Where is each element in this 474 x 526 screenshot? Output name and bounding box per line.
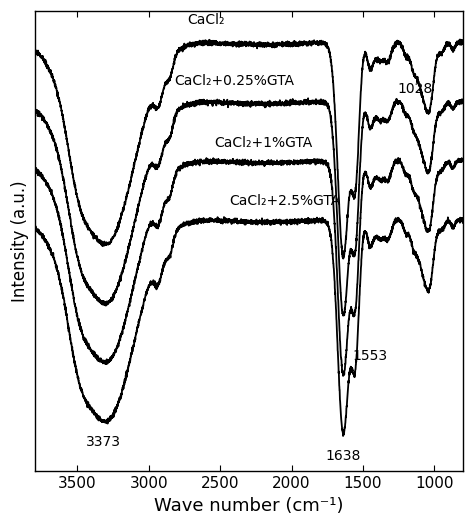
Text: 1028: 1028: [398, 82, 433, 96]
X-axis label: Wave number (cm⁻¹): Wave number (cm⁻¹): [154, 497, 344, 515]
Text: 3373: 3373: [86, 434, 121, 449]
Text: 1638: 1638: [326, 449, 361, 463]
Text: CaCl₂+0.25%GTA: CaCl₂+0.25%GTA: [174, 74, 294, 88]
Text: CaCl₂+2.5%GTA: CaCl₂+2.5%GTA: [229, 194, 340, 208]
Text: CaCl₂: CaCl₂: [187, 13, 225, 27]
Text: 1553: 1553: [352, 349, 387, 363]
Y-axis label: Intensity (a.u.): Intensity (a.u.): [11, 180, 29, 302]
Text: CaCl₂+1%GTA: CaCl₂+1%GTA: [214, 136, 312, 150]
